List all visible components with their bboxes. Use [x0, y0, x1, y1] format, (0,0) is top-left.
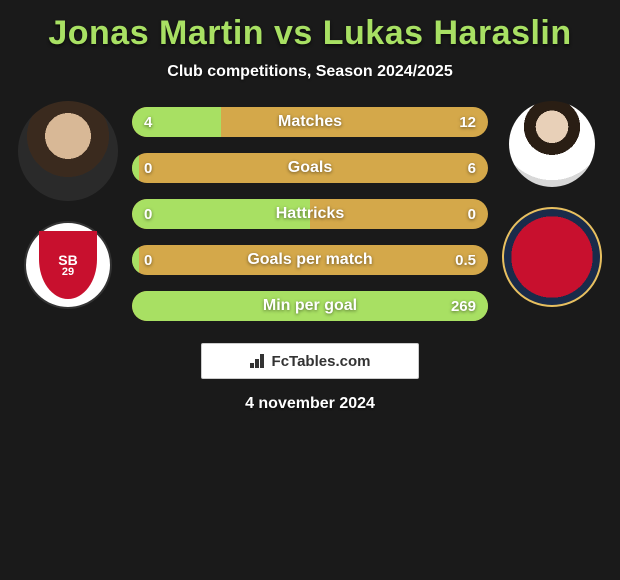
- player-left-photo: [18, 101, 118, 201]
- stat-value-right: 269: [451, 298, 476, 315]
- left-player-column: SB 29: [8, 101, 128, 309]
- stat-row: 0Goals6: [132, 153, 488, 183]
- stat-value-right: 0.5: [455, 252, 476, 269]
- stat-value-right: 0: [468, 206, 476, 223]
- main-content: SB 29 4Matches120Goals60Hattricks00Goals…: [0, 81, 620, 321]
- bar-chart-icon: [250, 354, 266, 368]
- player-right-photo: [509, 101, 595, 187]
- club-badge-left: SB 29: [39, 231, 98, 298]
- stat-label: Goals: [132, 159, 488, 177]
- stat-row: Min per goal269: [132, 291, 488, 321]
- stat-label: Hattricks: [132, 205, 488, 223]
- stat-value-right: 6: [468, 160, 476, 177]
- comparison-card: Jonas Martin vs Lukas Haraslin Club comp…: [0, 0, 620, 423]
- page-title: Jonas Martin vs Lukas Haraslin: [0, 14, 620, 53]
- stat-row: 4Matches12: [132, 107, 488, 137]
- stat-label: Matches: [132, 113, 488, 131]
- badge-text-top: SB: [58, 253, 77, 267]
- branding-text: FcTables.com: [272, 353, 371, 370]
- player-left-club-logo: SB 29: [24, 221, 112, 309]
- player-right-club-logo: [502, 207, 602, 307]
- right-player-column: [492, 101, 612, 307]
- stat-value-right: 12: [459, 114, 476, 131]
- date-label: 4 november 2024: [0, 395, 620, 413]
- stats-bars: 4Matches120Goals60Hattricks00Goals per m…: [128, 101, 492, 321]
- stat-label: Goals per match: [132, 251, 488, 269]
- stat-row: 0Hattricks0: [132, 199, 488, 229]
- stat-label: Min per goal: [132, 297, 488, 315]
- subtitle: Club competitions, Season 2024/2025: [0, 63, 620, 81]
- badge-text-bottom: 29: [62, 267, 74, 278]
- stat-row: 0Goals per match0.5: [132, 245, 488, 275]
- branding-badge: FcTables.com: [201, 343, 419, 379]
